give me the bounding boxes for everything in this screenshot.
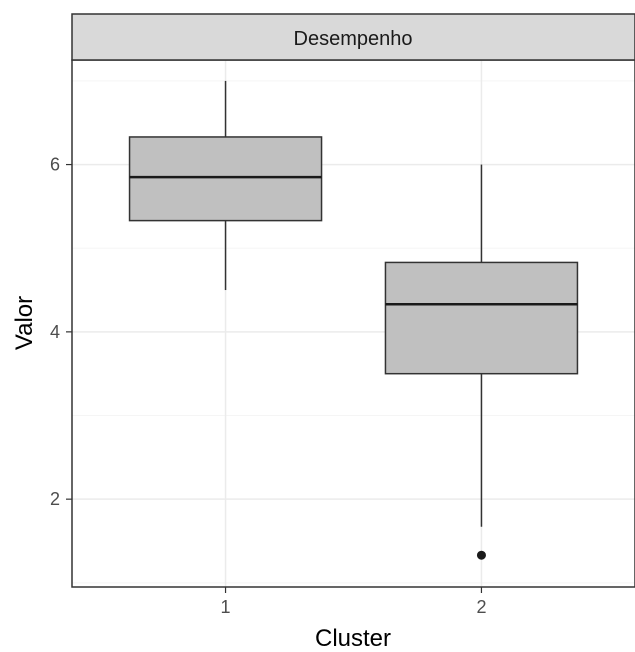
boxes [128, 80, 579, 560]
facet-strip-label: Desempenho [294, 28, 413, 50]
box-body [384, 261, 579, 375]
y-tick-label: 6 [50, 155, 60, 175]
box-body [128, 136, 323, 222]
facet-strip [71, 13, 635, 61]
outlier-point [476, 550, 486, 560]
x-axis-title: Cluster [315, 625, 391, 652]
y-axis: 2 4 6 [50, 155, 72, 509]
y-axis-title: Valor [11, 296, 38, 350]
y-tick-label: 2 [50, 489, 60, 509]
x-tick-label: 2 [476, 597, 486, 617]
x-tick-label: 1 [221, 597, 231, 617]
box-2 [384, 164, 579, 560]
box-1 [128, 80, 323, 291]
y-tick-label: 4 [50, 322, 60, 342]
